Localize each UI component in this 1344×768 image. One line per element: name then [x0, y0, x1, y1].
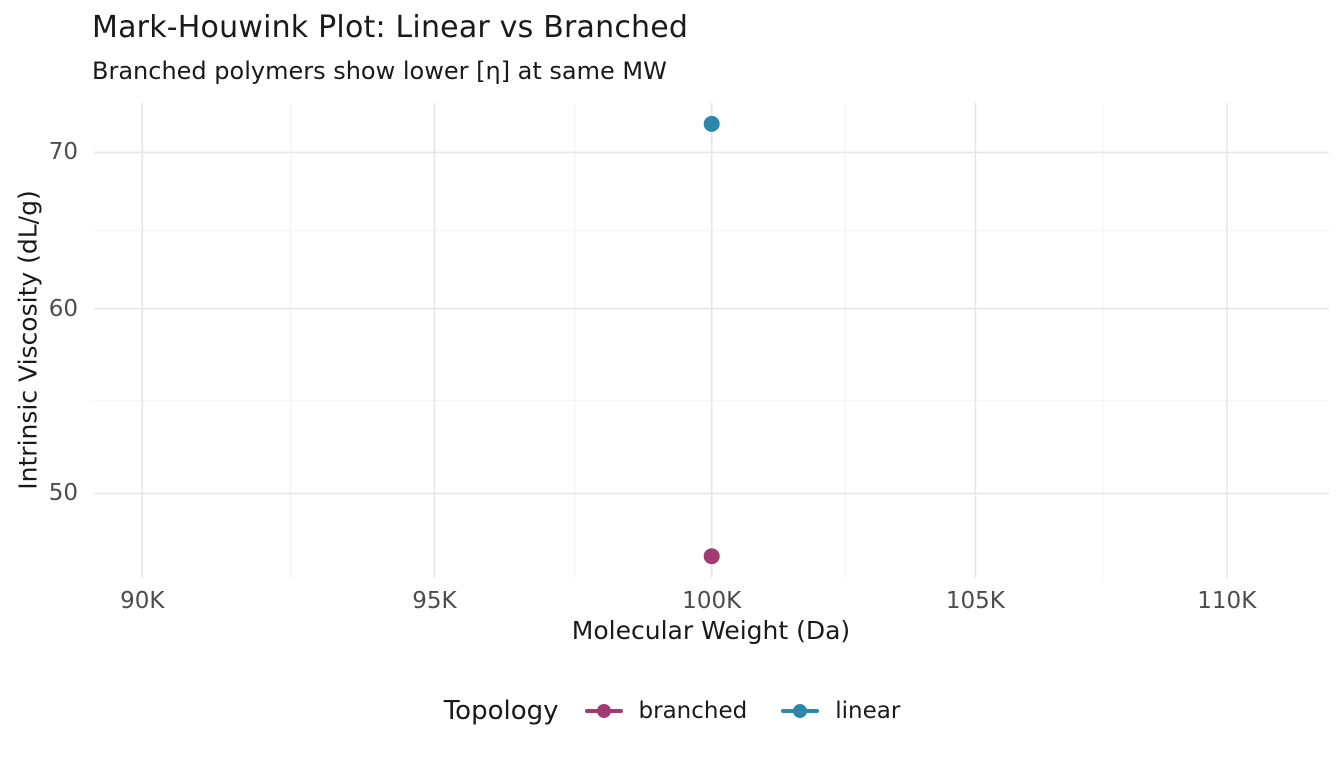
legend-item-linear: linear [781, 698, 900, 724]
plot-panel-svg [94, 103, 1329, 578]
legend-title: Topology [443, 696, 559, 726]
plot-panel [94, 103, 1329, 578]
x-tick-label: 105K [945, 588, 1005, 614]
x-axis-title: Molecular Weight (Da) [571, 616, 851, 645]
legend: Topology branched linear [0, 696, 1344, 726]
x-tick-label: 100K [682, 588, 742, 614]
legend-key-icon [781, 700, 820, 722]
legend-label: linear [835, 698, 901, 724]
chart-subtitle: Branched polymers show lower [η] at same… [92, 57, 667, 85]
y-tick-label: 60 [48, 295, 78, 322]
x-tick-label: 110K [1197, 588, 1257, 614]
x-tick-label: 90K [120, 588, 165, 614]
data-point-branched [703, 548, 720, 565]
y-axis-title: Intrinsic Viscosity (dL/g) [13, 190, 43, 490]
legend-items: branched linear [584, 698, 900, 724]
chart-title: Mark-Houwink Plot: Linear vs Branched [92, 10, 689, 45]
legend-label: branched [638, 698, 748, 724]
x-tick-label: 95K [412, 588, 457, 614]
legend-item-branched: branched [584, 698, 748, 724]
y-tick-label: 70 [48, 139, 78, 166]
data-point-linear [703, 115, 720, 132]
legend-key-icon [584, 700, 623, 722]
y-tick-label: 50 [48, 480, 78, 507]
